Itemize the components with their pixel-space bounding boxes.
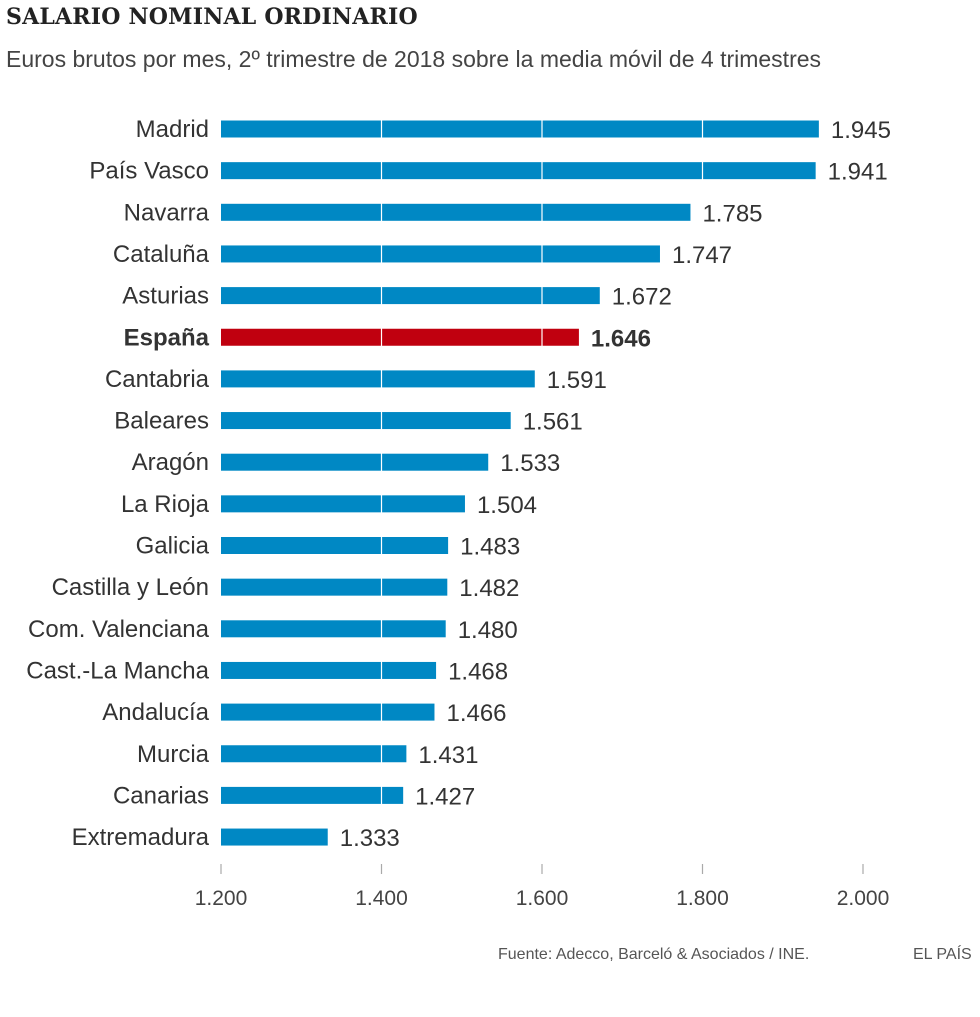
value-label-espana: 1.646 xyxy=(591,325,651,352)
bar-la-rioja xyxy=(221,495,465,513)
category-label-pais-vasco: País Vasco xyxy=(89,158,209,185)
bar-canarias xyxy=(221,786,404,804)
value-label-canarias: 1.427 xyxy=(415,783,475,810)
category-label-canarias: Canarias xyxy=(113,782,209,809)
value-label-la-rioja: 1.504 xyxy=(477,492,537,519)
x-tick-label-2000: 2.000 xyxy=(837,887,890,910)
value-label-castilla-y-leon: 1.482 xyxy=(459,575,519,602)
bar-cataluna xyxy=(221,245,660,263)
bar-galicia xyxy=(221,537,449,554)
x-axis: 1.200 1.400 1.600 1.800 2.000 xyxy=(195,864,890,910)
category-label-murcia: Murcia xyxy=(137,741,210,768)
bar-andalucia xyxy=(221,703,435,721)
x-tick-label-1200: 1.200 xyxy=(195,887,248,910)
bar-navarra xyxy=(221,203,691,221)
value-label-com-valenciana: 1.480 xyxy=(458,617,518,644)
chart-subtitle: Euros brutos por mes, 2º trimestre de 20… xyxy=(6,46,822,72)
grid-layer xyxy=(380,118,704,848)
x-tick-label-1600: 1.600 xyxy=(516,887,569,910)
category-label-madrid: Madrid xyxy=(136,116,209,143)
category-label-extremadura: Extremadura xyxy=(72,824,210,851)
category-label-castilla-y-leon: Castilla y León xyxy=(52,574,209,601)
value-label-aragon: 1.533 xyxy=(500,450,560,477)
value-label-galicia: 1.483 xyxy=(460,534,520,561)
bar-cantabria xyxy=(221,370,535,388)
bar-madrid xyxy=(221,120,819,138)
category-label-la-rioja: La Rioja xyxy=(121,491,210,518)
value-label-cataluna: 1.747 xyxy=(672,242,732,269)
chart-title: SALARIO NOMINAL ORDINARIO xyxy=(6,4,418,30)
bar-murcia xyxy=(221,745,407,763)
bar-pais-vasco xyxy=(221,162,816,180)
value-label-baleares: 1.561 xyxy=(523,409,583,436)
source-note: Fuente: Adecco, Barceló & Asociados / IN… xyxy=(498,946,810,963)
value-label-extremadura: 1.333 xyxy=(340,825,400,852)
bar-com-valenciana xyxy=(221,620,446,638)
category-label-cantabria: Cantabria xyxy=(105,366,210,393)
bar-cast-la-mancha xyxy=(221,661,437,679)
value-label-navarra: 1.785 xyxy=(702,200,762,227)
x-tick-label-1400: 1.400 xyxy=(355,887,408,910)
bar-extremadura xyxy=(221,828,328,846)
category-label-galicia: Galicia xyxy=(136,533,210,560)
value-label-madrid: 1.945 xyxy=(831,117,891,144)
bar-aragon xyxy=(221,453,489,471)
category-label-cataluna: Cataluña xyxy=(113,241,210,268)
category-label-navarra: Navarra xyxy=(124,199,210,226)
category-label-espana: España xyxy=(124,324,210,351)
category-label-asturias: Asturias xyxy=(122,283,209,310)
value-label-andalucia: 1.466 xyxy=(446,700,506,727)
x-tick-label-1800: 1.800 xyxy=(676,887,729,910)
bar-castilla-y-leon xyxy=(221,578,448,596)
value-label-murcia: 1.431 xyxy=(418,742,478,769)
bar-espana xyxy=(221,328,579,346)
value-label-cantabria: 1.591 xyxy=(547,367,607,394)
category-label-com-valenciana: Com. Valenciana xyxy=(28,616,210,643)
category-label-baleares: Baleares xyxy=(114,408,209,435)
category-label-andalucia: Andalucía xyxy=(102,699,209,726)
bars-layer xyxy=(221,120,819,846)
value-label-asturias: 1.672 xyxy=(612,284,672,311)
category-label-cast-la-mancha: Cast.-La Mancha xyxy=(26,657,209,684)
category-labels: Madrid País Vasco Navarra Cataluña Asturias E… xyxy=(26,116,209,851)
publisher-logo: EL PAÍS xyxy=(913,946,972,963)
bar-baleares xyxy=(221,412,511,430)
value-label-pais-vasco: 1.941 xyxy=(828,159,888,186)
category-label-aragon: Aragón xyxy=(132,449,209,476)
value-label-cast-la-mancha: 1.468 xyxy=(448,658,508,685)
bar-asturias xyxy=(221,287,600,305)
